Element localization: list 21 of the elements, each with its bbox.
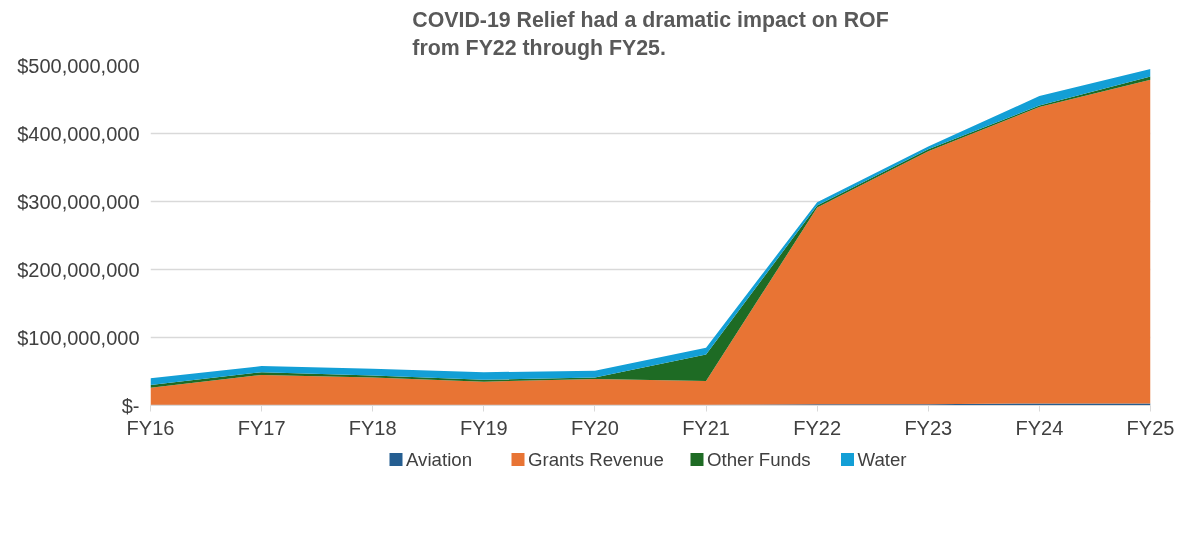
x-tick-label: FY23 [904, 416, 953, 439]
legend-label: Water [857, 449, 907, 470]
x-tick-label: FY19 [459, 416, 508, 439]
x-tick-label: FY21 [682, 416, 730, 439]
legend-label: Other Funds [707, 449, 811, 470]
y-tick-label: $300,000,000 [17, 190, 140, 213]
legend-label: Aviation [406, 449, 473, 470]
legend-label: Grants Revenue [528, 449, 664, 470]
y-tick-label: $500,000,000 [17, 54, 140, 77]
chart-title: COVID-19 Relief had a dramatic impact on ROF from FY22 through FY25. [412, 7, 889, 61]
y-tick-label: $100,000,000 [17, 326, 140, 349]
x-tick-label: FY24 [1015, 416, 1064, 439]
y-tick-label: $200,000,000 [17, 258, 140, 281]
x-tick-label: FY18 [348, 416, 397, 439]
y-tick-label: $400,000,000 [17, 122, 140, 145]
y-tick-label: $- [121, 394, 140, 417]
x-tick-label: FY17 [237, 416, 286, 439]
x-tick-label: FY22 [793, 416, 842, 439]
x-tick-label: FY25 [1126, 416, 1175, 439]
x-tick-label: FY20 [571, 416, 619, 439]
x-tick-label: FY16 [126, 416, 175, 439]
